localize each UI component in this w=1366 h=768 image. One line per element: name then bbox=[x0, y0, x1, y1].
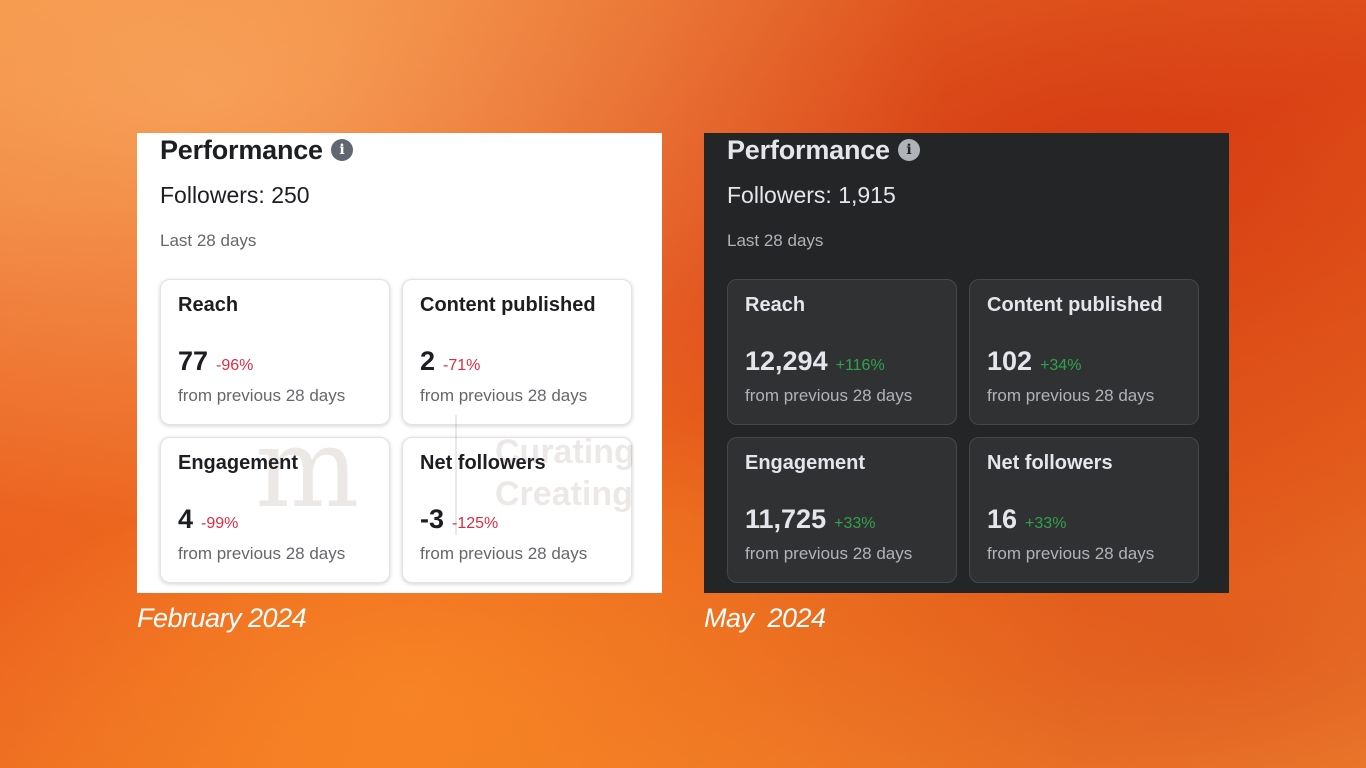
panel-title: Performance i bbox=[727, 133, 1206, 167]
card-title: Engagement bbox=[178, 452, 299, 474]
card-title: Content published bbox=[420, 294, 596, 316]
metric-subtext: from previous 28 days bbox=[178, 386, 346, 405]
metric-subtext: from previous 28 days bbox=[745, 544, 913, 563]
net-followers-card[interactable]: Net followers 16 +33% from previous 28 d… bbox=[969, 437, 1199, 583]
metric-value: 11,725 bbox=[745, 504, 827, 534]
followers-count: Followers: 250 bbox=[160, 182, 310, 208]
followers-count: Followers: 1,915 bbox=[727, 182, 896, 208]
metric-change: +33% bbox=[1025, 515, 1067, 532]
caption-may: May 2024 bbox=[704, 603, 826, 633]
metric-value: 4 bbox=[178, 504, 194, 534]
content-published-card[interactable]: Content published 102 +34% from previous… bbox=[969, 279, 1199, 425]
metric-change: +116% bbox=[835, 357, 885, 374]
performance-panel-may: Performance i Followers: 1,915 Last 28 d… bbox=[704, 133, 1229, 593]
metric-value: 2 bbox=[420, 346, 436, 376]
card-title: Reach bbox=[745, 294, 806, 316]
metric-change: -125% bbox=[452, 515, 499, 532]
card-title: Engagement bbox=[745, 452, 866, 474]
metric-subtext: from previous 28 days bbox=[420, 544, 588, 563]
card-title: Net followers bbox=[987, 452, 1113, 474]
info-icon[interactable]: i bbox=[897, 139, 920, 161]
metric-change: +34% bbox=[1040, 357, 1082, 374]
reach-card[interactable]: Reach 12,294 +116% from previous 28 days bbox=[727, 279, 957, 425]
period-label: Last 28 days bbox=[727, 231, 824, 250]
metric-change: -96% bbox=[216, 357, 254, 374]
card-title: Content published bbox=[987, 294, 1163, 316]
performance-panel-february: Performance i Followers: 250 Last 28 day… bbox=[137, 133, 662, 593]
metric-change: +33% bbox=[834, 515, 876, 532]
engagement-card[interactable]: Engagement 11,725 +33% from previous 28 … bbox=[727, 437, 957, 583]
info-icon[interactable]: i bbox=[330, 139, 353, 161]
performance-title: Performance bbox=[160, 134, 323, 165]
metric-value: 77 bbox=[178, 346, 209, 376]
engagement-card[interactable]: Engagement 4 -99% from previous 28 days bbox=[160, 437, 390, 583]
metric-subtext: from previous 28 days bbox=[987, 544, 1155, 563]
net-followers-card[interactable]: Net followers -3 -125% from previous 28 … bbox=[402, 437, 632, 583]
card-title: Reach bbox=[178, 294, 239, 316]
metric-value: 16 bbox=[987, 504, 1018, 534]
metric-subtext: from previous 28 days bbox=[420, 386, 588, 405]
reach-card[interactable]: Reach 77 -96% from previous 28 days bbox=[160, 279, 390, 425]
metric-value: 102 bbox=[987, 346, 1033, 376]
caption-february: February 2024 bbox=[137, 603, 307, 633]
metric-subtext: from previous 28 days bbox=[178, 544, 346, 563]
metric-change: -99% bbox=[201, 515, 239, 532]
metric-subtext: from previous 28 days bbox=[745, 386, 913, 405]
card-title: Net followers bbox=[420, 452, 546, 474]
panel-title: Performance i bbox=[160, 133, 639, 167]
performance-title: Performance bbox=[727, 134, 890, 165]
metric-subtext: from previous 28 days bbox=[987, 386, 1155, 405]
metrics-grid: Reach 77 -96% from previous 28 days Cont… bbox=[160, 279, 632, 583]
metric-value: -3 bbox=[420, 504, 445, 534]
content-published-card[interactable]: Content published 2 -71% from previous 2… bbox=[402, 279, 632, 425]
metric-value: 12,294 bbox=[745, 346, 828, 376]
metrics-grid: Reach 12,294 +116% from previous 28 days… bbox=[727, 279, 1199, 583]
period-label: Last 28 days bbox=[160, 231, 257, 250]
metric-change: -71% bbox=[443, 357, 481, 374]
